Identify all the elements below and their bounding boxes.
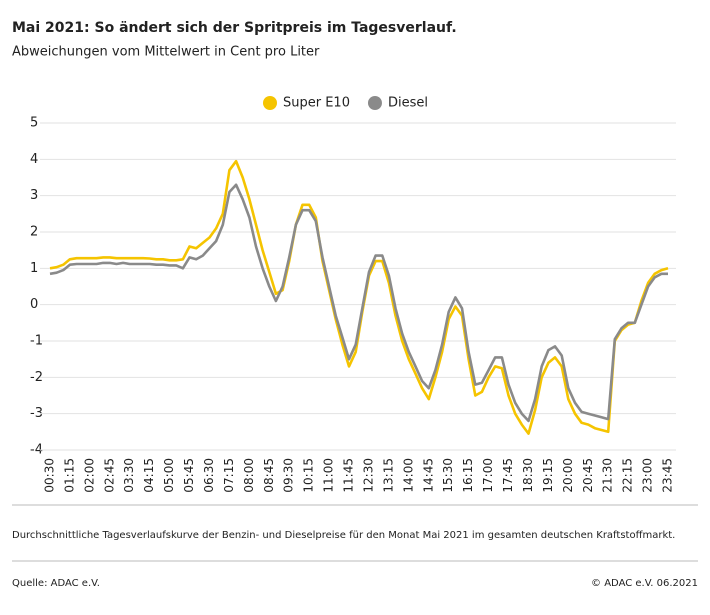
legend-label: Diesel [388,96,428,111]
y-tick-label: -4 [30,443,43,458]
x-tick-label: 04:15 [142,458,156,493]
x-tick-label: 17:45 [501,458,515,493]
x-tick-label: 05:45 [182,458,196,493]
x-tick-label: 21:30 [601,458,615,493]
x-tick-label: 08:00 [242,458,256,493]
y-tick-label: -1 [30,334,43,349]
x-tick-label: 15:30 [441,458,455,493]
x-tick-label: 01:15 [62,458,76,493]
x-tick-label: 13:15 [381,458,395,493]
legend-marker [263,96,277,110]
x-tick-label: 06:30 [202,458,216,493]
x-tick-label: 16:15 [461,458,475,493]
y-tick-label: -3 [30,406,43,421]
x-tick-label: 12:30 [361,458,375,493]
series-line [49,159,669,435]
series-line [49,183,668,423]
x-tick-label: 02:45 [102,458,116,493]
x-tick-label: 00:30 [43,458,57,493]
y-tick-label: -2 [30,370,43,385]
x-tick-label: 11:00 [322,458,336,493]
x-tick-label: 07:15 [222,458,236,493]
x-tick-label: 18:30 [521,458,535,493]
x-tick-label: 08:45 [262,458,276,493]
y-tick-label: 0 [30,297,38,312]
x-tick-label: 02:00 [82,458,96,493]
y-tick-label: 1 [30,261,38,276]
source: Quelle: ADAC e.V. [12,578,100,589]
x-tick-label: 19:15 [541,458,555,493]
x-tick-label: 23:45 [661,458,675,493]
x-tick-label: 14:45 [421,458,435,493]
legend-marker [367,96,382,110]
y-tick-label: 3 [30,188,38,203]
x-tick-label: 14:00 [401,458,415,493]
x-tick-label: 09:30 [282,458,296,493]
legend-label: Super E10 [283,96,350,111]
x-tick-label: 20:45 [581,458,595,493]
y-tick-label: 5 [30,116,38,131]
x-tick-label: 10:15 [302,458,316,493]
x-tick-label: 23:00 [641,458,655,493]
x-tick-label: 20:00 [561,458,575,493]
y-tick-label: 2 [30,225,38,240]
y-tick-label: 4 [30,152,38,167]
x-tick-label: 22:15 [621,458,635,493]
chart-subtitle: Abweichungen vom Mittelwert in Cent pro … [12,45,320,60]
x-tick-label: 11:45 [342,458,356,493]
x-tick-label: 05:00 [162,458,176,493]
footnote: Durchschnittliche Tagesverlaufskurve der… [12,530,675,541]
chart-title: Mai 2021: So ändert sich der Spritpreis … [12,20,457,36]
copyright: © ADAC e.V. 06.2021 [591,578,698,589]
x-tick-label: 17:00 [481,458,495,493]
x-tick-label: 03:30 [122,458,136,493]
